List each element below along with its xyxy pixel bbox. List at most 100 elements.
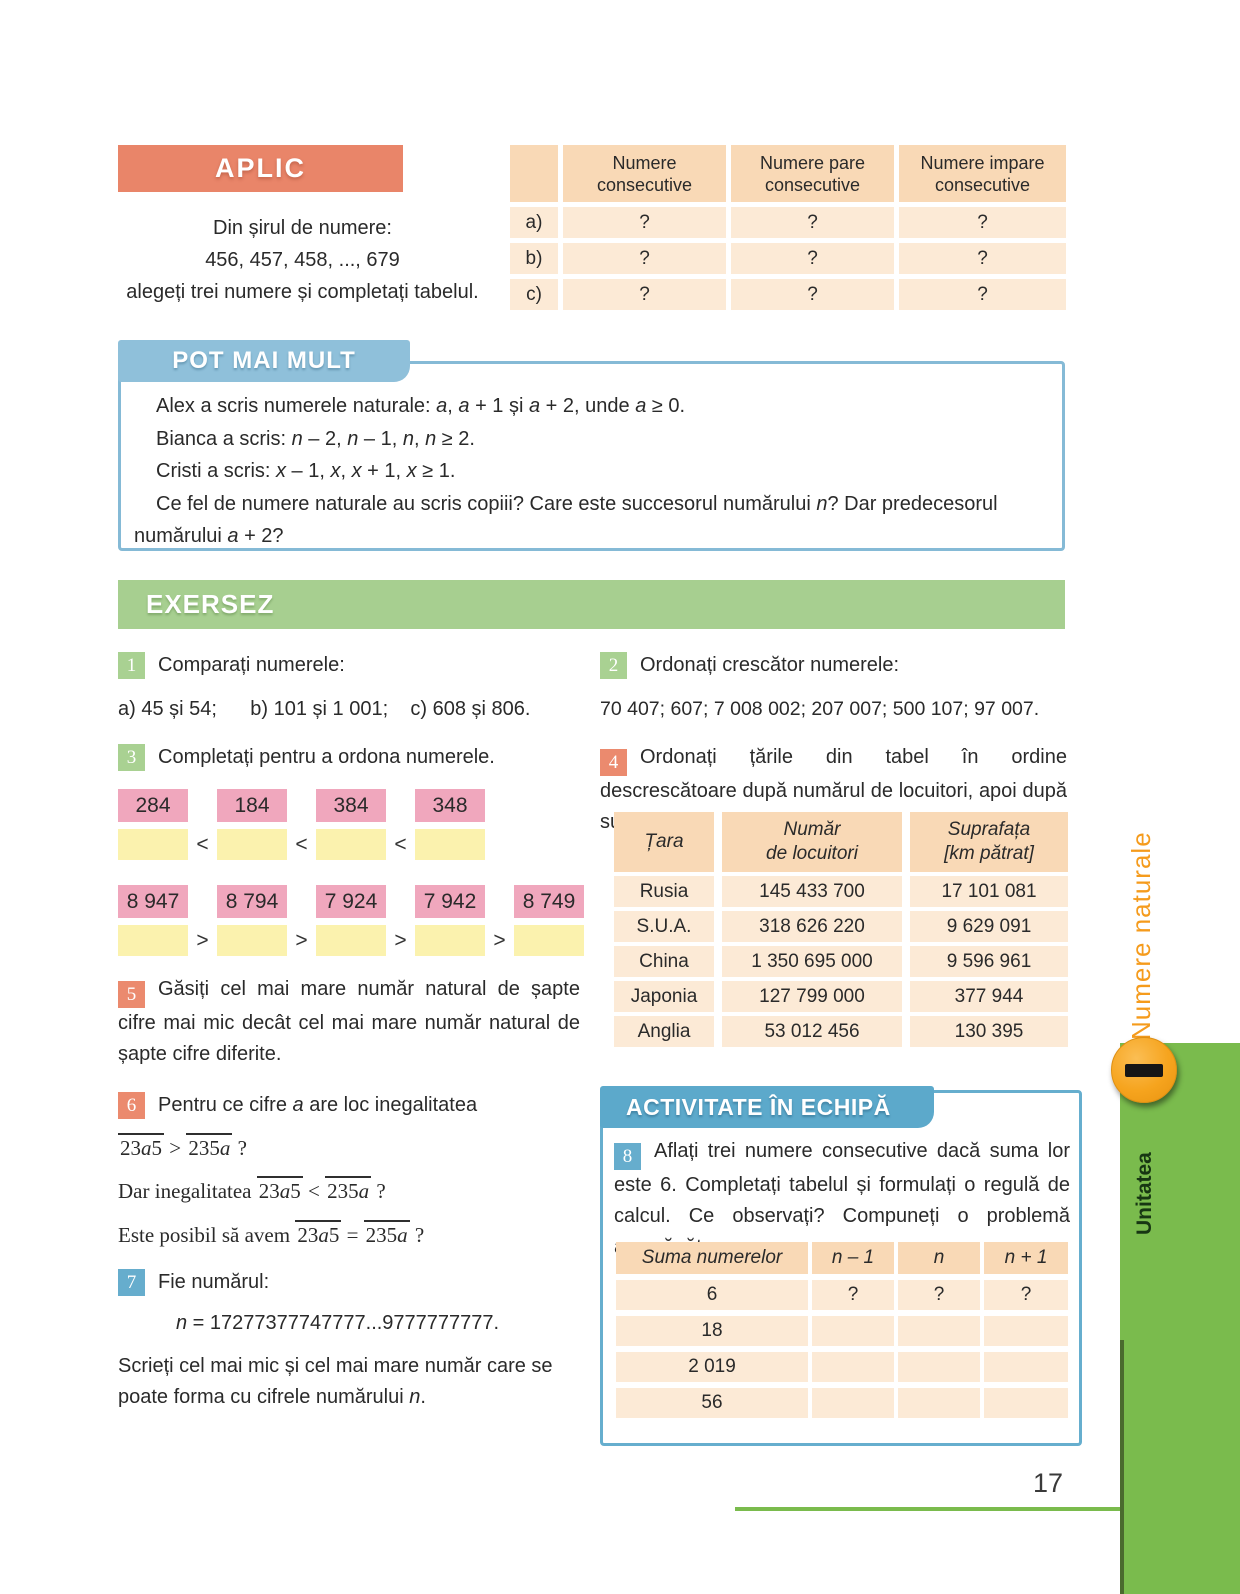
- answer-cell: ?: [563, 243, 726, 274]
- empty-answer-box: [118, 829, 188, 860]
- empty-answer-box: [316, 829, 386, 860]
- area-cell: 17 101 081: [910, 876, 1068, 907]
- comparison-operator: <: [196, 833, 209, 856]
- exercise-6-line-3: Este posibil să avem 23a5 = 235a ?: [118, 1220, 580, 1252]
- row-label-cell: b): [510, 243, 558, 274]
- exercise-2-title: Ordonați crescător numerele:: [640, 654, 900, 676]
- exercise-6-inequality-1: 23a5 > 235a ?: [118, 1133, 580, 1164]
- overlined-number: 23a5: [256, 1176, 303, 1203]
- column-header-3: Numere impare consecutive: [899, 145, 1066, 202]
- sum-table-cell: [898, 1388, 980, 1418]
- exercise-3-number-boxes: 284 184 384 348 < < <8 947 8 794 7 924 7 942 8 749…: [118, 789, 588, 956]
- given-number-box: 7 942: [415, 885, 485, 918]
- sum-table-cell: [898, 1352, 980, 1382]
- population-cell: 145 433 700: [722, 876, 902, 907]
- aplic-title: APLIC: [215, 153, 306, 183]
- pmm-line-2: Bianca a scris: n – 2, n – 1, n, n ≥ 2.: [156, 427, 475, 450]
- exercise-3-number-badge: 3: [118, 744, 145, 771]
- answer-cell: ?: [899, 243, 1066, 274]
- overlined-number: 235a: [363, 1220, 410, 1247]
- given-number-box: 184: [217, 789, 287, 822]
- answer-boxes-row: > > > >: [118, 925, 588, 956]
- answer-cell: ?: [731, 207, 894, 238]
- footer-green-line: [735, 1507, 1120, 1511]
- country-population-table: Țara Număr de locuitori Suprafața [km pătr…: [614, 812, 1068, 1047]
- page-number: 17: [1033, 1468, 1064, 1498]
- sum-table-cell: ?: [812, 1280, 894, 1310]
- given-numbers-row: 8 947 8 794 7 924 7 942 8 749: [118, 885, 588, 918]
- comparison-operator: >: [394, 929, 407, 952]
- exercise-2: 2 Ordonați crescător numerele: 70 407; 6…: [600, 650, 1067, 725]
- exercise-8-text: Aflați trei numere consecutive dacă suma…: [614, 1140, 1070, 1258]
- exercise-6: 6 Pentru ce cifre a are loc inegalitatea…: [118, 1090, 580, 1252]
- overlined-number: 235a: [186, 1133, 233, 1160]
- exercise-5-number-badge: 5: [118, 981, 145, 1008]
- comparison-operator: <: [394, 833, 407, 856]
- comparison-operator: >: [493, 929, 506, 952]
- sum-table-header-4: n + 1: [984, 1242, 1068, 1274]
- row-label-cell: a): [510, 207, 558, 238]
- sum-table-cell: 56: [616, 1388, 808, 1418]
- sum-table-header-2: n – 1: [812, 1242, 894, 1274]
- sum-table-cell: [812, 1352, 894, 1382]
- row-label-cell: c): [510, 279, 558, 310]
- country-name-cell: S.U.A.: [614, 911, 714, 942]
- pot-mai-mult-box: [118, 361, 1065, 551]
- exercise-1-number-badge: 1: [118, 652, 145, 679]
- empty-answer-box: [415, 829, 485, 860]
- country-table-header-1: Țara: [614, 812, 714, 872]
- area-cell: 9 596 961: [910, 946, 1068, 977]
- exercise-5: 5 Găsiți cel mai mare număr natural de șa…: [118, 974, 580, 1070]
- population-cell: 53 012 456: [722, 1016, 902, 1047]
- unit-number: I: [1125, 1063, 1163, 1077]
- given-number-box: 8 947: [118, 885, 188, 918]
- given-number-box: 284: [118, 789, 188, 822]
- unit-sidebar-bar: [1120, 1043, 1240, 1594]
- exercise-7-formula: n = 17277377747777...9777777777.: [176, 1312, 500, 1334]
- answer-boxes-row: < < <: [118, 829, 588, 860]
- empty-answer-box: [514, 925, 584, 956]
- country-table-header-2: Număr de locuitori: [722, 812, 902, 872]
- country-name-cell: Rusia: [614, 876, 714, 907]
- sum-table-cell: 2 019: [616, 1352, 808, 1382]
- exercise-1-title: Comparați numerele:: [158, 654, 345, 676]
- team-activity-title: ACTIVITATE ÎN ECHIPĂ: [626, 1093, 891, 1120]
- country-name-cell: Japonia: [614, 981, 714, 1012]
- answer-cell: ?: [563, 279, 726, 310]
- empty-answer-box: [415, 925, 485, 956]
- exercise-1-items: a) 45 și 54; b) 101 și 1 001; c) 608 și …: [118, 698, 531, 720]
- consecutive-numbers-table: Numere consecutive Numere pare consecutiv…: [510, 145, 1066, 310]
- comparison-operator: <: [295, 833, 308, 856]
- empty-answer-box: [217, 925, 287, 956]
- exercise-2-number-badge: 2: [600, 652, 627, 679]
- given-number-box: 8 794: [217, 885, 287, 918]
- pot-mai-mult-label: POT MAI MULT: [118, 340, 410, 382]
- sum-table-cell: [812, 1316, 894, 1346]
- exercise-3: 3 Completați pentru a ordona numerele. 2…: [118, 742, 588, 956]
- exercise-6-line-2: Dar inegalitatea 23a5 < 235a ?: [118, 1176, 580, 1208]
- exercise-6-intro: Pentru ce cifre a are loc inegalitatea: [158, 1094, 478, 1116]
- exercise-8-number-badge: 8: [614, 1143, 641, 1170]
- answer-cell: ?: [563, 207, 726, 238]
- page-edge-shadow: [1120, 1340, 1124, 1594]
- empty-answer-box: [118, 925, 188, 956]
- pot-mai-mult-title: POT MAI MULT: [172, 347, 356, 374]
- exercise-5-text: Găsiți cel mai mare număr natural de șap…: [118, 978, 580, 1065]
- sum-table-cell: ?: [984, 1280, 1068, 1310]
- comparison-operator: >: [196, 929, 209, 952]
- sum-table-cell: [812, 1388, 894, 1418]
- area-cell: 9 629 091: [910, 911, 1068, 942]
- empty-answer-box: [217, 829, 287, 860]
- answer-cell: ?: [899, 279, 1066, 310]
- sum-table-cell: ?: [898, 1280, 980, 1310]
- area-cell: 377 944: [910, 981, 1068, 1012]
- exercise-2-items: 70 407; 607; 7 008 002; 207 007; 500 107…: [600, 698, 1040, 720]
- pmm-line-1: Alex a scris numerele naturale: a, a + 1…: [156, 395, 686, 417]
- exersez-section-header: EXERSEZ: [118, 580, 1065, 629]
- sum-table-cell: 18: [616, 1316, 808, 1346]
- aplic-instructions: Din șirul de numere: 456, 457, 458, ...,…: [95, 212, 510, 308]
- aplic-line-2: 456, 457, 458, ..., 679: [205, 249, 400, 271]
- exercise-7-outro: Scrieți cel mai mic și cel mai mare numă…: [118, 1355, 553, 1408]
- column-header-2: Numere pare consecutive: [731, 145, 894, 202]
